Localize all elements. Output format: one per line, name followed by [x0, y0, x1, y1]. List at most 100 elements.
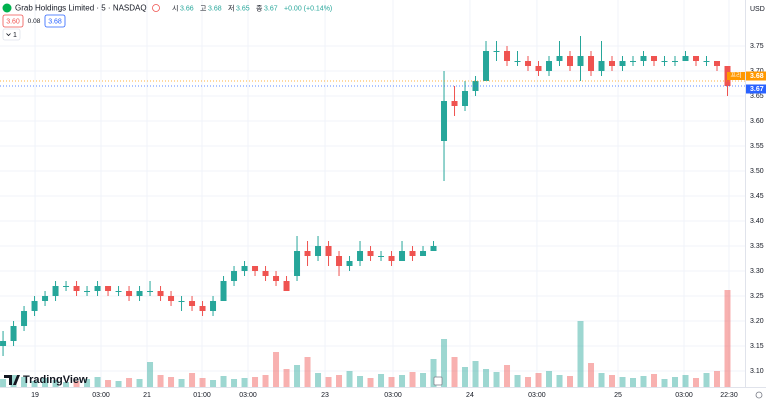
- candle-body: [493, 51, 500, 52]
- symbol-logo: [2, 3, 12, 13]
- x-tick-label: 03:00: [675, 392, 693, 399]
- candle-body: [567, 56, 574, 66]
- volume-bar: [483, 369, 490, 387]
- volume-bar: [178, 379, 185, 387]
- candle-body: [514, 61, 521, 62]
- volume-bar: [52, 380, 59, 387]
- volume-bar: [294, 365, 301, 387]
- volume-bar: [441, 339, 448, 387]
- candle-body: [262, 271, 269, 276]
- candle-body: [462, 91, 469, 106]
- buy-box[interactable]: [44, 14, 66, 28]
- candle-body: [252, 266, 259, 271]
- x-tick-label: 23: [321, 392, 329, 399]
- candle-body: [472, 81, 479, 91]
- y-tick-label: 3.25: [750, 293, 764, 300]
- candle-body: [451, 101, 458, 106]
- y-tick-label: 3.70: [750, 68, 764, 75]
- candle-body: [294, 251, 301, 276]
- volume-bar: [430, 359, 437, 387]
- x-tick-label: 03:00: [528, 392, 546, 399]
- tradingview-logo: TradingView: [4, 374, 88, 386]
- volume-bar: [693, 378, 700, 387]
- settings-icon[interactable]: [755, 391, 763, 399]
- volume-bar: [577, 321, 584, 387]
- candle-body: [147, 291, 154, 292]
- volume-bar: [136, 379, 143, 387]
- candle-body: [52, 286, 59, 296]
- volume-bar: [315, 373, 322, 387]
- volume-bar: [546, 371, 553, 387]
- x-tick-label: 22:30: [720, 392, 738, 399]
- candle-body: [273, 276, 280, 281]
- volume-bar: [241, 378, 248, 387]
- currency: USD: [750, 6, 765, 13]
- candle-body: [441, 101, 448, 141]
- volume-bar: [304, 357, 311, 387]
- volume-bar: [115, 381, 122, 387]
- candle-body: [325, 246, 332, 256]
- candle-body: [525, 61, 532, 66]
- volume-bar: [325, 377, 332, 387]
- candle-body: [693, 56, 700, 61]
- volume-bar: [273, 352, 280, 387]
- candle-body: [10, 326, 17, 341]
- volume-bar: [357, 376, 364, 387]
- candle-body: [388, 256, 395, 261]
- indicator-count: 1: [13, 32, 17, 39]
- x-tick-label: 24: [466, 392, 474, 399]
- volume-bar: [210, 380, 217, 387]
- y-tick-label: 3.45: [750, 193, 764, 200]
- volume-bar: [346, 371, 353, 387]
- volume-bar: [31, 381, 38, 387]
- volume-bar: [94, 377, 101, 387]
- candle-body: [336, 256, 343, 266]
- candle-body: [598, 61, 605, 71]
- volume-bar: [714, 371, 721, 387]
- candle-body: [409, 251, 416, 256]
- candle-body: [672, 61, 679, 62]
- volume-bar: [504, 365, 511, 387]
- candle-body: [378, 256, 385, 257]
- ohlc-label: 시: [172, 4, 178, 12]
- volume-bar: [42, 378, 49, 387]
- candle-body: [21, 311, 28, 326]
- indicator-toggle[interactable]: [2, 28, 21, 41]
- x-tick-label: 19: [31, 392, 39, 399]
- y-tick-label: 3.65: [750, 93, 764, 100]
- candle-body: [105, 286, 112, 291]
- candle-body: [577, 56, 584, 66]
- candle-body: [157, 291, 164, 296]
- volume-bar: [367, 378, 374, 387]
- volume-bar: [220, 376, 227, 387]
- candle-body: [609, 61, 616, 66]
- price-label-tag: [727, 72, 745, 80]
- sell-box[interactable]: [2, 14, 24, 28]
- price-label-box: [746, 71, 766, 81]
- volume-bar: [493, 372, 500, 387]
- volume-bar: [409, 372, 416, 387]
- volume-bar: [157, 375, 164, 387]
- candle-body: [640, 56, 647, 61]
- logo-text: TradingView: [23, 374, 88, 386]
- candle-body: [399, 251, 406, 261]
- ohlc-label: 저: [228, 3, 234, 12]
- candle-body: [546, 61, 553, 71]
- price-line-value: 3.67: [750, 86, 764, 93]
- volume-bar: [472, 361, 479, 387]
- candle-body: [210, 301, 217, 311]
- candle-body: [136, 291, 143, 296]
- volume-bar: [262, 375, 269, 387]
- volume-bar: [525, 377, 532, 387]
- x-tick-label: 01:00: [193, 392, 211, 399]
- y-tick-label: 3.60: [750, 118, 764, 125]
- volume-bar: [336, 375, 343, 387]
- candle-body: [126, 291, 133, 296]
- candle-body: [241, 266, 248, 271]
- y-tick-label: 3.15: [750, 343, 764, 350]
- chevron-icon: [6, 33, 11, 37]
- calendar-icon[interactable]: [433, 376, 443, 386]
- candle-body: [346, 261, 353, 266]
